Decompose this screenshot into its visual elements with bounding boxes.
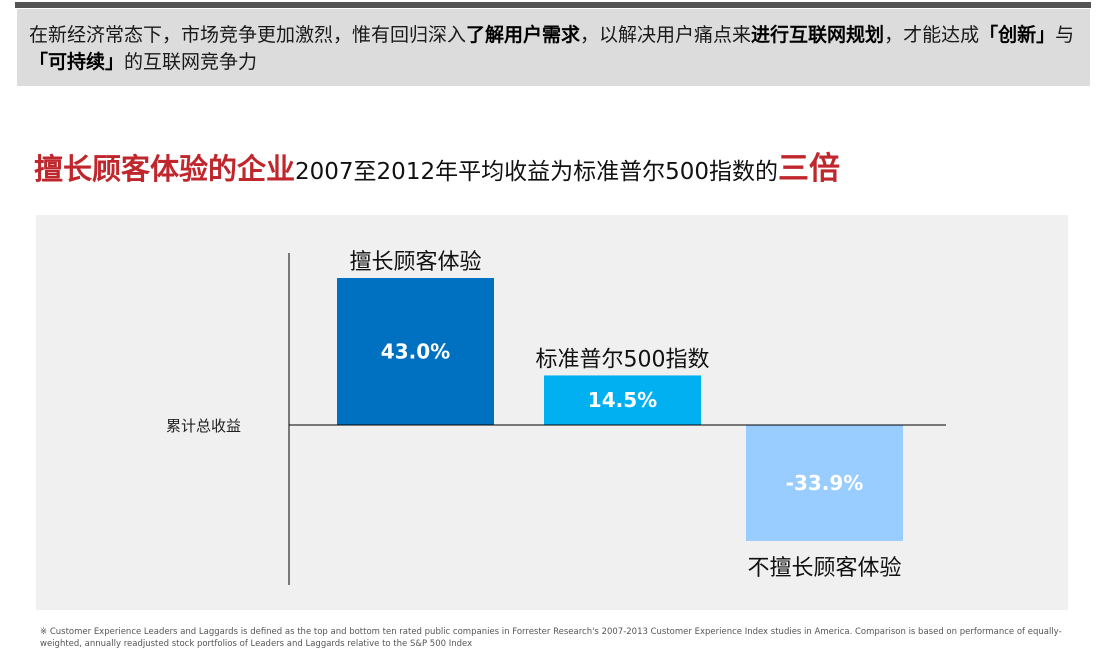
data-label-2: 14.5% xyxy=(588,388,657,412)
banner-text-3: ，才能达成 xyxy=(884,24,980,46)
bar-2 xyxy=(544,375,701,425)
category-label-2: 标准普尔500指数 xyxy=(536,347,710,372)
top-rule xyxy=(15,2,1091,8)
banner-text-2: ，以解决用户痛点来 xyxy=(580,24,752,46)
data-label-1: 43.0% xyxy=(381,340,450,364)
banner-text-5: 的互联网竞争力 xyxy=(124,51,258,73)
headline-text: 2007至2012年平均收益为标准普尔500指数的 xyxy=(295,159,778,185)
bar-1 xyxy=(337,278,494,425)
banner-bold-1: 了解用户需求 xyxy=(466,24,581,46)
banner-bold-4: 「可持续」 xyxy=(29,51,125,73)
headline-emphasis: 三倍 xyxy=(777,151,840,187)
y-axis-label: 累计总收益 xyxy=(166,417,242,435)
footnote: ※ Customer Experience Leaders and Laggar… xyxy=(40,627,1062,649)
headline-highlight: 擅长顾客体验的企业 xyxy=(34,152,296,186)
category-label-1: 擅长顾客体验 xyxy=(349,250,481,275)
bar-3 xyxy=(746,425,903,541)
page-headline: 擅长顾客体验的企业2007至2012年平均收益为标准普尔500指数的三倍 xyxy=(34,143,840,188)
category-label-3: 不擅长顾客体验 xyxy=(747,556,901,581)
intro-banner: 在新经济常态下，市场竞争更加激烈，惟有回归深入了解用户需求，以解决用户痛点来进行… xyxy=(17,9,1090,86)
data-label-3: -33.9% xyxy=(786,471,864,495)
banner-text-4: 与 xyxy=(1055,24,1075,46)
banner-bold-2: 进行互联网规划 xyxy=(751,24,885,46)
banner-bold-3: 「创新」 xyxy=(979,24,1056,46)
banner-text-1: 在新经济常态下，市场竞争更加激烈，惟有回归深入 xyxy=(29,24,467,46)
